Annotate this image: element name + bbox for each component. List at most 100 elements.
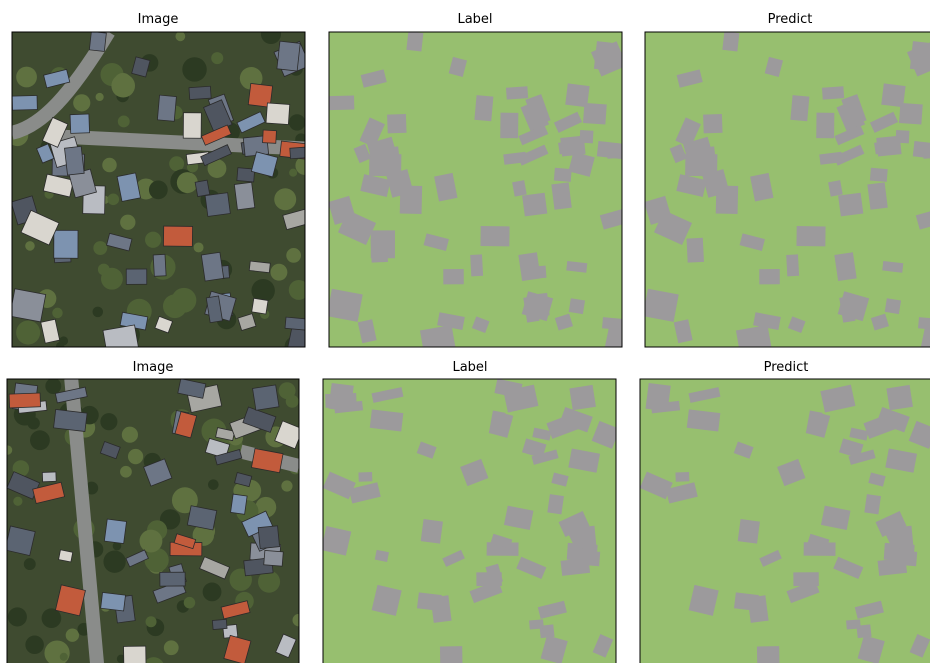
building — [759, 269, 780, 285]
building — [669, 143, 688, 164]
building — [703, 114, 723, 134]
building — [688, 584, 719, 616]
tree — [176, 172, 198, 194]
building — [821, 86, 845, 100]
building — [759, 549, 782, 567]
building — [143, 458, 173, 487]
building — [469, 580, 503, 604]
building — [565, 83, 590, 108]
building — [370, 230, 396, 259]
building — [100, 591, 126, 612]
building — [325, 392, 357, 408]
building — [568, 448, 601, 473]
tree — [7, 607, 27, 627]
building — [116, 172, 141, 202]
building — [486, 542, 519, 556]
tree — [45, 379, 62, 395]
building — [237, 313, 257, 332]
building — [882, 261, 904, 273]
building — [125, 268, 148, 285]
building — [864, 494, 881, 515]
building — [686, 237, 704, 263]
panel-title: Image — [138, 12, 179, 27]
building — [406, 32, 424, 52]
building — [54, 584, 86, 617]
building — [846, 619, 861, 630]
building — [591, 420, 616, 449]
building — [796, 226, 826, 247]
tree — [95, 92, 104, 102]
building — [876, 407, 910, 433]
building — [102, 324, 140, 347]
building — [416, 592, 442, 611]
building — [553, 111, 583, 133]
building — [214, 449, 243, 466]
tree — [288, 279, 305, 300]
building — [329, 288, 363, 322]
building — [733, 441, 754, 459]
building — [215, 427, 236, 442]
building — [753, 312, 781, 331]
building — [876, 135, 902, 157]
building — [675, 471, 690, 482]
panel-frame — [11, 31, 306, 348]
building — [833, 144, 865, 166]
tree — [16, 320, 41, 345]
building — [520, 99, 550, 133]
tree — [144, 547, 169, 573]
building — [899, 102, 923, 125]
panel-title: Label — [457, 12, 492, 27]
tree — [202, 582, 222, 602]
building — [8, 392, 41, 409]
building — [125, 549, 149, 568]
building — [371, 387, 404, 403]
building — [516, 556, 547, 580]
building — [204, 437, 231, 459]
building — [186, 505, 218, 531]
building — [820, 384, 856, 413]
building — [702, 169, 730, 198]
tree — [100, 413, 118, 431]
building — [43, 68, 71, 89]
tree — [103, 550, 126, 573]
building — [551, 472, 569, 487]
building — [40, 318, 61, 344]
building — [895, 130, 910, 144]
building — [512, 180, 527, 197]
building — [257, 525, 280, 549]
building — [223, 634, 252, 663]
building — [58, 549, 74, 563]
building — [123, 645, 147, 663]
building — [838, 192, 864, 217]
building — [32, 481, 66, 505]
building — [735, 324, 772, 347]
building — [592, 634, 614, 658]
building — [42, 173, 75, 198]
tree — [274, 188, 297, 211]
building — [276, 40, 301, 72]
tree — [102, 157, 117, 173]
building — [869, 167, 888, 182]
building — [252, 384, 280, 411]
building — [884, 298, 902, 315]
tree — [16, 66, 37, 88]
building — [416, 441, 437, 459]
building — [531, 449, 559, 465]
building — [650, 400, 681, 414]
building — [828, 180, 843, 197]
tree — [211, 52, 224, 65]
building — [518, 124, 549, 146]
building — [915, 207, 930, 230]
tree — [145, 231, 162, 248]
building — [200, 124, 232, 146]
building — [460, 458, 489, 487]
building — [675, 117, 701, 148]
building — [764, 56, 784, 77]
building — [247, 82, 274, 108]
building — [867, 182, 888, 210]
building — [381, 146, 402, 176]
building — [386, 169, 414, 198]
tree — [295, 156, 305, 175]
building — [848, 449, 876, 465]
